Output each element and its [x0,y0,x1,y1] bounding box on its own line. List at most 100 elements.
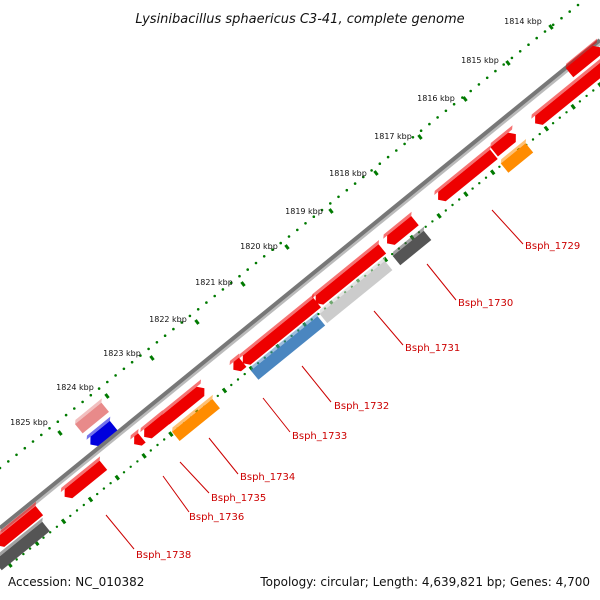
inner-minor-tick [156,443,159,447]
outer-minor-tick [395,149,398,152]
gene-feature [0,501,44,547]
outer-minor-tick [560,16,563,20]
outer-minor-tick [477,83,481,86]
gene-label: Bsph_1734 [240,472,295,483]
outer-minor-tick [246,268,249,271]
outer-minor-tick [180,321,183,324]
gene-leader-line [301,365,332,403]
outer-minor-tick [254,261,258,265]
outer-minor-tick [229,281,233,285]
inner-minor-tick [391,252,394,256]
outer-minor-tick [510,56,514,60]
tick-label: 1818 kbp [329,169,367,178]
outer-minor-tick [362,175,365,179]
inner-major-tick [597,82,600,88]
gene-feature [490,125,516,157]
outer-minor-tick [568,10,571,13]
outer-minor-tick [221,288,225,291]
genome-backbone [0,38,600,530]
outer-major-tick [328,208,334,214]
inner-major-tick [141,452,147,459]
inner-major-tick [168,431,174,438]
gene-features [0,38,600,571]
inner-minor-tick [216,394,219,398]
outer-minor-tick [535,36,538,40]
inner-major-tick [87,496,94,503]
outer-minor-tick [370,169,373,172]
outer-minor-tick [543,30,547,33]
tick-label: 1819 kbp [285,207,323,216]
gene-leader-line [162,475,190,513]
inner-minor-tick [243,372,246,376]
outer-minor-tick [48,427,51,430]
inner-minor-tick [558,116,561,119]
inner-minor-tick [498,165,501,168]
inner-minor-tick [444,209,447,212]
outer-minor-tick [213,294,216,298]
outer-minor-tick [130,360,134,364]
gene-feature [130,428,146,446]
outer-minor-tick [23,446,27,450]
gene-label: Bsph_1729 [525,241,580,252]
inner-minor-tick [484,176,488,179]
inner-minor-tick [69,514,72,518]
outer-minor-tick [106,380,109,384]
gene-label: Bsph_1738 [136,550,191,561]
outer-minor-tick [296,228,299,232]
tick-labels: 1814 kbp 1815 kbp 1816 kbp 1817 kbp 1818 kbp… [10,17,542,427]
outer-major-tick [373,170,379,176]
gene-label: Bsph_1731 [405,343,460,354]
inner-major-tick [463,191,469,198]
gene-label: Bsph_1730 [458,298,513,309]
inner-minor-tick [102,487,106,490]
outer-minor-tick [0,466,2,470]
inner-minor-tick [122,471,126,474]
tick-label: 1822 kbp [149,315,187,324]
gene-leader-line [426,263,457,301]
outer-minor-tick [320,208,324,212]
outer-minor-tick [238,274,241,278]
gene-leader-line [179,461,210,494]
inner-minor-tick [531,138,535,141]
gene-leader-line [262,397,291,433]
outer-minor-tick [502,63,506,66]
inner-minor-tick [28,547,32,550]
gene-feature [311,239,387,305]
inner-minor-tick [424,225,427,228]
inner-minor-tick [451,203,454,207]
outer-major-tick [548,24,554,30]
tick-label: 1820 kbp [240,242,278,251]
outer-minor-tick [403,142,406,146]
outer-minor-tick [155,341,159,344]
inner-minor-tick [109,482,112,485]
outer-minor-tick [122,367,126,371]
outer-minor-tick [97,387,101,390]
gene-feature [250,311,326,380]
outer-minor-tick [114,374,117,377]
outer-minor-tick [329,202,332,205]
inner-major-tick [114,474,121,481]
inner-minor-tick [592,89,595,92]
inner-minor-tick [49,531,52,534]
outer-minor-tick [81,400,84,404]
outer-minor-tick [89,393,93,397]
inner-major-tick [490,169,496,176]
outer-major-tick [104,393,110,399]
inner-minor-tick [75,509,79,512]
outer-minor-tick [262,254,266,258]
gene-feature [531,57,600,125]
gene-leader-line [208,437,239,475]
outer-minor-tick [31,440,35,443]
inner-major-tick [570,103,576,110]
outer-minor-tick [436,116,439,119]
inner-minor-tick [458,198,461,201]
outer-minor-tick [172,327,175,331]
tick-label: 1817 kbp [374,132,412,141]
inner-major-tick [436,212,442,219]
gene-labels: Bsph_1729 Bsph_1730 Bsph_1731 Bsph_1732 Bsph… [136,241,580,561]
gene-feature [500,139,534,173]
outer-minor-tick [411,136,415,139]
outer-tick-ring [0,3,580,470]
outer-minor-tick [444,109,448,113]
